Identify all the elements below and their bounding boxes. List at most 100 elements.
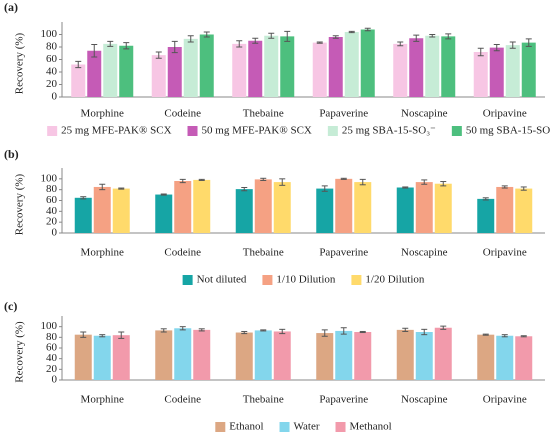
bar	[434, 327, 452, 380]
bar	[112, 335, 130, 380]
bar	[496, 335, 514, 380]
y-tick-label: 40	[46, 66, 58, 78]
bar	[515, 188, 533, 233]
error-bar	[241, 330, 248, 335]
legend-swatch	[327, 126, 338, 136]
x-tick-label: Morphine	[81, 394, 125, 406]
error-bar	[348, 30, 355, 34]
legend-swatch	[47, 126, 58, 136]
x-tick-label: Noscapine	[401, 108, 448, 120]
legend-label: 1/20 Dilution	[365, 274, 424, 286]
x-tick-label: Codeine	[164, 108, 201, 120]
y-tick-label: 80	[46, 331, 58, 343]
error-bar	[203, 31, 210, 38]
bar	[409, 38, 424, 97]
y-axis-title: Recovery (%)	[14, 173, 26, 235]
x-tick-label: Noscapine	[401, 394, 448, 406]
bar	[155, 330, 173, 380]
legend-label: 50 mg MFE-PAK® SCX	[202, 125, 312, 137]
error-bar	[279, 178, 286, 186]
error-bar	[501, 334, 508, 338]
error-bar	[421, 179, 428, 185]
y-tick-label: 40	[46, 352, 58, 364]
legend: 25 mg MFE-PAK® SCX 50 mg MFE-PAK® SCX 25 m…	[47, 125, 550, 137]
y-tick-label: 100	[41, 172, 58, 184]
bar	[112, 188, 130, 233]
bar	[155, 194, 173, 233]
error-bar	[160, 193, 167, 196]
error-bar	[359, 330, 366, 334]
bar	[93, 335, 111, 380]
bar	[151, 55, 166, 97]
error-bar	[241, 187, 248, 192]
error-bar	[413, 34, 420, 42]
bar	[199, 34, 214, 97]
bar	[425, 35, 440, 97]
x-tick-label: Oripavine	[483, 394, 527, 406]
error-bar	[332, 35, 339, 39]
legend-label: Ethanol	[229, 421, 263, 433]
error-bar	[445, 33, 452, 40]
error-bar	[236, 40, 243, 48]
y-tick-label: 100	[41, 320, 58, 332]
legend: Ethanol Water Methanol	[215, 421, 392, 433]
bar	[396, 329, 414, 380]
x-tick-label: Noscapine	[401, 247, 448, 259]
error-bar	[179, 326, 186, 331]
bar	[93, 186, 111, 233]
bar	[280, 36, 295, 97]
bar	[74, 197, 92, 233]
error-bar	[198, 328, 205, 332]
bar	[489, 47, 504, 97]
error-bar	[482, 333, 489, 336]
y-tick-label: 0	[52, 91, 58, 103]
bar	[193, 329, 211, 380]
legend: Not diluted 1/10 Dilution 1/20 Dilution	[182, 274, 425, 286]
legend-label: 1/10 Dilution	[276, 274, 335, 286]
error-bar	[364, 27, 371, 32]
y-tick-label: 100	[41, 28, 58, 40]
panel-label: (b)	[4, 147, 19, 161]
bar	[396, 187, 414, 233]
bar	[174, 328, 192, 380]
y-tick-label: 80	[46, 183, 58, 195]
error-bar	[80, 196, 87, 200]
error-bar	[359, 178, 366, 186]
error-bar	[160, 328, 167, 333]
error-bar	[493, 44, 500, 52]
error-bar	[179, 178, 186, 184]
error-bar	[155, 51, 162, 59]
error-bar	[118, 187, 125, 190]
bar	[434, 183, 452, 233]
y-tick-label: 0	[52, 374, 58, 386]
error-bar	[321, 185, 328, 192]
bar	[335, 330, 353, 380]
x-tick-label: Thebaine	[243, 108, 284, 120]
bar	[477, 198, 495, 233]
bar	[193, 179, 211, 233]
bar	[344, 32, 359, 97]
y-tick-label: 20	[46, 216, 58, 228]
error-bar	[118, 331, 125, 339]
bar	[119, 45, 134, 97]
error-bar	[440, 325, 447, 330]
bar	[441, 36, 456, 97]
error-bar	[75, 60, 82, 69]
error-bar	[284, 30, 291, 42]
error-bar	[340, 177, 347, 180]
error-bar	[440, 181, 447, 187]
bar	[232, 43, 247, 97]
legend-label: 50 mg SBA-15-SO₃⁻	[466, 125, 550, 137]
error-bar	[123, 42, 130, 50]
bar	[477, 334, 495, 380]
bar	[273, 182, 291, 233]
legend-swatch	[451, 126, 462, 136]
error-bar	[397, 41, 404, 47]
error-bar	[316, 41, 323, 44]
error-bar	[321, 329, 328, 337]
error-bar	[80, 331, 87, 338]
error-bar	[99, 334, 106, 338]
error-bar	[402, 327, 409, 332]
legend-swatch	[215, 422, 226, 432]
